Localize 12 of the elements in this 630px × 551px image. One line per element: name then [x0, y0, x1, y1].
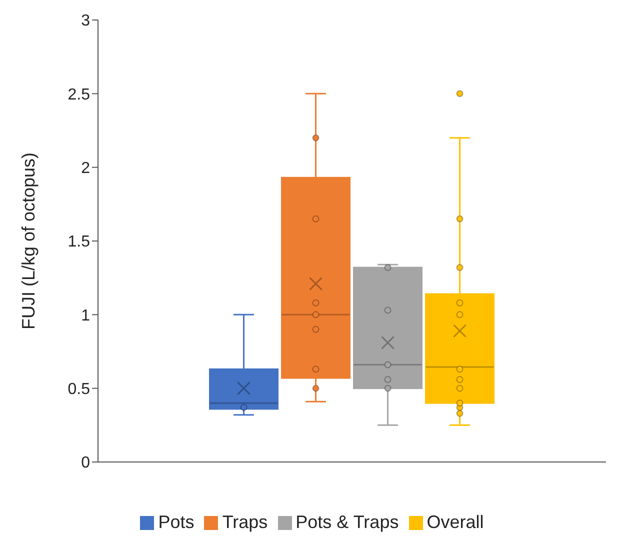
y-tick-label: 0.5	[68, 381, 90, 398]
y-tick-label: 2.5	[68, 86, 90, 104]
y-tick-label: 2	[81, 160, 90, 178]
y-tick-label: 3	[81, 12, 90, 30]
legend-label: Overall	[426, 512, 484, 532]
legend-label: Traps	[222, 512, 268, 532]
legend-label: Pots & Traps	[296, 512, 399, 532]
y-tick-label: 0	[81, 454, 90, 472]
y-tick-label: 1.5	[68, 234, 90, 251]
legend-label: Pots	[158, 512, 194, 532]
y-tick-label: 1	[81, 307, 90, 324]
y-axis-title: FUJI (L/kg of octopus)	[18, 152, 38, 330]
